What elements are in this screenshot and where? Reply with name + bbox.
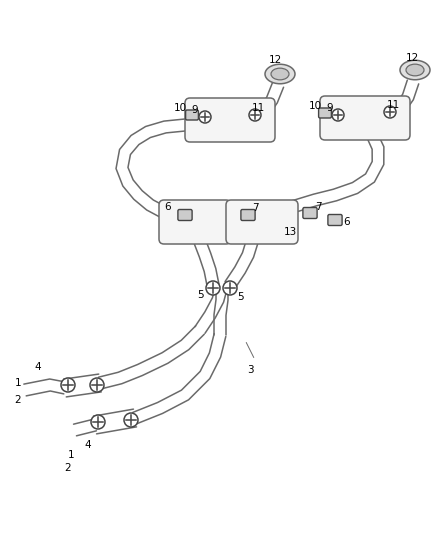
Ellipse shape — [271, 68, 289, 80]
Text: 12: 12 — [268, 55, 282, 65]
FancyBboxPatch shape — [328, 214, 342, 225]
FancyBboxPatch shape — [186, 110, 198, 120]
Text: 6: 6 — [344, 217, 350, 227]
Text: 13: 13 — [283, 227, 297, 237]
FancyBboxPatch shape — [185, 98, 275, 142]
Text: 1: 1 — [15, 378, 21, 388]
Text: 11: 11 — [386, 100, 399, 110]
Circle shape — [206, 281, 220, 295]
FancyBboxPatch shape — [241, 209, 255, 221]
Circle shape — [199, 111, 211, 123]
Text: 11: 11 — [251, 103, 265, 113]
Circle shape — [332, 109, 344, 121]
FancyBboxPatch shape — [320, 96, 410, 140]
Circle shape — [124, 413, 138, 427]
Text: 4: 4 — [85, 440, 91, 450]
Text: 2: 2 — [15, 395, 21, 405]
Circle shape — [384, 106, 396, 118]
FancyBboxPatch shape — [318, 108, 332, 118]
FancyBboxPatch shape — [178, 209, 192, 221]
Text: 10: 10 — [308, 101, 321, 111]
Ellipse shape — [400, 60, 430, 80]
Circle shape — [90, 378, 104, 392]
Text: 6: 6 — [165, 202, 171, 212]
Circle shape — [249, 109, 261, 121]
Text: 4: 4 — [35, 362, 41, 372]
Text: 7: 7 — [252, 203, 258, 213]
Circle shape — [223, 281, 237, 295]
Text: 9: 9 — [327, 103, 333, 113]
FancyBboxPatch shape — [226, 200, 298, 244]
Text: 7: 7 — [314, 202, 321, 212]
Text: 1: 1 — [68, 450, 74, 460]
Text: 10: 10 — [173, 103, 187, 113]
Text: 12: 12 — [406, 53, 419, 63]
Text: 2: 2 — [65, 463, 71, 473]
Text: 5: 5 — [197, 290, 203, 300]
Ellipse shape — [406, 64, 424, 76]
FancyBboxPatch shape — [303, 207, 317, 219]
Ellipse shape — [265, 64, 295, 84]
Circle shape — [61, 378, 75, 392]
Circle shape — [91, 415, 105, 429]
Text: 9: 9 — [192, 105, 198, 115]
Text: 3: 3 — [247, 365, 253, 375]
FancyBboxPatch shape — [159, 200, 231, 244]
Text: 5: 5 — [237, 292, 244, 302]
